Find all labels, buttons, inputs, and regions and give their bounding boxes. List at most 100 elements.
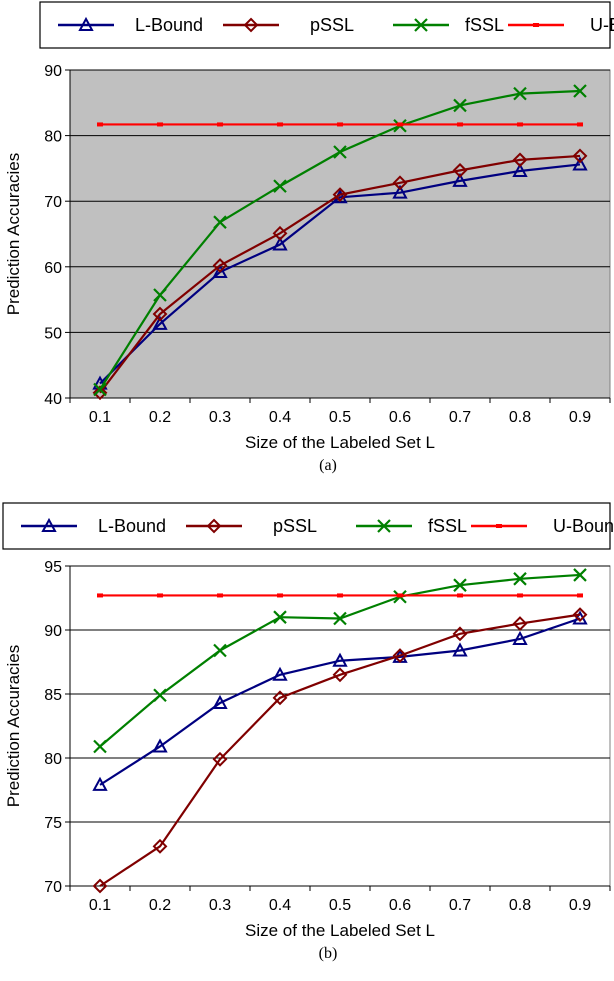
l-bound-point (392, 184, 408, 199)
legend-label-u-bound: U-Bound (553, 516, 614, 536)
y-tick-label: 85 (44, 687, 62, 704)
x-axis-title: Size of the Labeled Set L (245, 921, 435, 940)
legend-label-pssl: pSSL (310, 15, 354, 35)
pssl-point (452, 626, 468, 642)
fssl-point (453, 98, 467, 113)
fssl-point (93, 739, 107, 754)
pssl-point (92, 385, 108, 401)
legend-marker-u-bound (496, 524, 502, 528)
pssl-line (99, 154, 581, 394)
series-l-bound (92, 156, 588, 390)
x-tick-label: 0.1 (89, 897, 111, 914)
u-bound-point (97, 593, 103, 598)
fssl-point (153, 688, 167, 703)
legend-marker-l-bound (78, 16, 94, 31)
legend-label-l-bound: L-Bound (98, 516, 166, 536)
legend-marker-pssl (206, 518, 222, 534)
fssl-point (213, 215, 227, 229)
chart-caption: (b) (319, 945, 338, 962)
chart-2: 70 75 80 85 90 95 0.1 0.2 0.3 0.4 0.5 0.6 0.7 0.8 0.9 S… (2, 502, 614, 962)
u-bound-point (277, 122, 283, 127)
x-axis-title: Size of the Labeled Set L (245, 433, 435, 452)
y-tick-label: 70 (44, 879, 62, 896)
u-bound-point (457, 122, 463, 127)
fssl-point (213, 643, 227, 658)
x-tick-label: 0.3 (209, 897, 231, 914)
u-bound-point (337, 593, 343, 598)
fssl-point (273, 610, 287, 624)
x-tick-label: 0.4 (269, 897, 291, 914)
series-pssl (92, 607, 588, 894)
u-bound-point (397, 593, 403, 598)
pssl-point (332, 187, 348, 203)
x-tick-label: 0.2 (149, 409, 171, 426)
pssl-point (92, 878, 108, 894)
x-tick-label: 0.7 (449, 409, 471, 426)
y-axis-title: Prediction Accuracies (4, 153, 23, 316)
y-tick-label: 90 (44, 63, 62, 80)
x-tick-label: 0.1 (89, 409, 111, 426)
x-tick-label: 0.9 (569, 897, 591, 914)
y-tick-label: 95 (44, 559, 62, 576)
legend-label-fssl: fSSL (465, 15, 504, 35)
u-bound-point (157, 593, 163, 598)
l-bound-point (572, 156, 588, 171)
legend-marker-pssl (243, 17, 259, 33)
y-tick-label: 90 (44, 623, 62, 640)
l-bound-point (452, 642, 468, 657)
chart-caption: (a) (319, 457, 337, 474)
legend: L-Bound pSSL fSSL U-Bound (2, 502, 614, 550)
y-tick-label: 40 (44, 391, 62, 408)
pssl-point (572, 148, 588, 164)
x-tick-label: 0.8 (509, 897, 531, 914)
y-tick-label: 80 (44, 751, 62, 768)
fssl-point (453, 578, 467, 592)
l-bound-line (99, 163, 581, 385)
l-bound-point (272, 236, 288, 251)
l-bound-point (212, 263, 228, 279)
pssl-point (452, 162, 468, 178)
pssl-point (332, 667, 348, 683)
l-bound-line (99, 617, 581, 786)
l-bound-point (272, 666, 288, 681)
x-tick-label: 0.2 (149, 897, 171, 914)
l-bound-point (92, 776, 108, 791)
fssl-point (573, 84, 587, 98)
fssl-point (513, 86, 527, 101)
x-tick-label: 0.8 (509, 409, 531, 426)
legend-label-u-bound: U-Bound (590, 15, 614, 35)
x-tick-label: 0.4 (269, 409, 291, 426)
pssl-point (152, 838, 168, 854)
fssl-point (333, 611, 347, 626)
l-bound-point (452, 172, 468, 187)
pssl-point (272, 225, 288, 241)
series-u-bound (97, 122, 583, 127)
y-tick-label: 60 (44, 260, 62, 277)
u-bound-point (457, 593, 463, 598)
x-tick-label: 0.6 (389, 897, 411, 914)
pssl-point (512, 152, 528, 168)
fssl-point (573, 568, 587, 582)
legend-marker-u-bound (533, 23, 539, 27)
l-bound-point (512, 162, 528, 178)
x-tick-label: 0.6 (389, 409, 411, 426)
x-tick-label: 0.9 (569, 409, 591, 426)
pssl-point (572, 607, 588, 623)
u-bound-point (337, 122, 343, 127)
legend-marker-fssl (377, 519, 391, 533)
chart-1: 40 50 60 70 80 90 0.1 0.2 0.3 0.4 0.5 0.6 0.7 0.8 0.9 S… (4, 1, 614, 474)
y-tick-label: 50 (44, 325, 62, 342)
pssl-point (512, 616, 528, 632)
u-bound-point (277, 593, 283, 598)
u-bound-point (397, 122, 403, 127)
l-bound-point (332, 652, 348, 667)
pssl-point (212, 258, 228, 273)
x-tick-label: 0.3 (209, 409, 231, 426)
legend-label-l-bound: L-Bound (135, 15, 203, 35)
plot-area (69, 69, 611, 399)
u-bound-point (517, 122, 523, 127)
u-bound-point (577, 122, 583, 127)
u-bound-point (97, 122, 103, 127)
u-bound-point (577, 593, 583, 598)
